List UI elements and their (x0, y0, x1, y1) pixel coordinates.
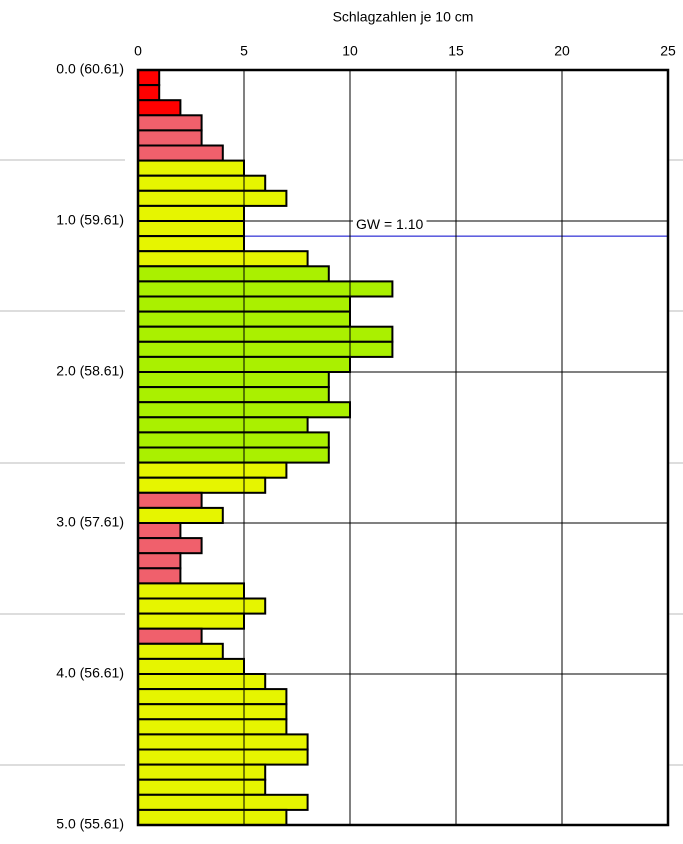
bar (137, 99, 182, 117)
bar (137, 597, 267, 615)
bar (137, 688, 288, 706)
groundwater-label: GW = 1.10 (356, 216, 424, 232)
bar (137, 733, 309, 751)
bar (137, 778, 267, 796)
bar (137, 642, 224, 660)
bar (137, 386, 330, 404)
bar (137, 763, 267, 781)
x-tick-label: 0 (134, 43, 142, 59)
bar (137, 69, 161, 87)
bar (137, 189, 288, 207)
x-tick-label: 5 (240, 43, 248, 59)
y-tick-label: 2.0 (58.61) (56, 363, 124, 379)
bar (137, 280, 394, 298)
bar (137, 567, 182, 585)
bar (137, 204, 245, 222)
bar (137, 144, 224, 162)
bar (137, 159, 245, 177)
plot-frame (136, 68, 670, 827)
y-tick-label: 5.0 (55.61) (56, 816, 124, 832)
bar (137, 129, 203, 147)
x-tick-label: 25 (660, 43, 676, 59)
x-tick-label: 20 (554, 43, 570, 59)
x-tick-label: 10 (342, 43, 358, 59)
groundwater-label-bg (353, 215, 427, 232)
bar (137, 265, 330, 283)
bar (137, 718, 288, 736)
bar (137, 446, 330, 464)
bar (137, 522, 182, 540)
bar (137, 371, 330, 389)
bar (137, 431, 330, 449)
bar (137, 340, 394, 358)
bar (137, 612, 245, 630)
bar (137, 416, 309, 434)
bar (137, 84, 161, 102)
bar (137, 174, 267, 192)
y-tick-label: 3.0 (57.61) (56, 514, 124, 530)
x-axis-label: Schlagzahlen je 10 cm (333, 9, 474, 25)
bar (137, 703, 288, 721)
bar (137, 673, 267, 691)
bar (137, 235, 245, 253)
y-tick-label: 4.0 (56.61) (56, 665, 124, 681)
bar (137, 748, 309, 766)
bar (137, 627, 203, 645)
bar (137, 793, 309, 811)
bar (137, 114, 203, 132)
bar (137, 808, 288, 827)
bar (137, 476, 267, 494)
bar (137, 657, 245, 676)
bar (137, 250, 309, 268)
bar (137, 220, 245, 238)
side-marks (0, 159, 683, 766)
bar (137, 537, 203, 555)
x-tick-label: 15 (448, 43, 464, 59)
bar (137, 506, 224, 524)
bar (137, 325, 394, 343)
bar (137, 491, 203, 509)
bar (137, 552, 182, 570)
y-tick-label: 0.0 (60.61) (56, 61, 124, 77)
bar (137, 461, 288, 479)
y-tick-label: 1.0 (59.61) (56, 212, 124, 228)
bar (137, 582, 245, 600)
